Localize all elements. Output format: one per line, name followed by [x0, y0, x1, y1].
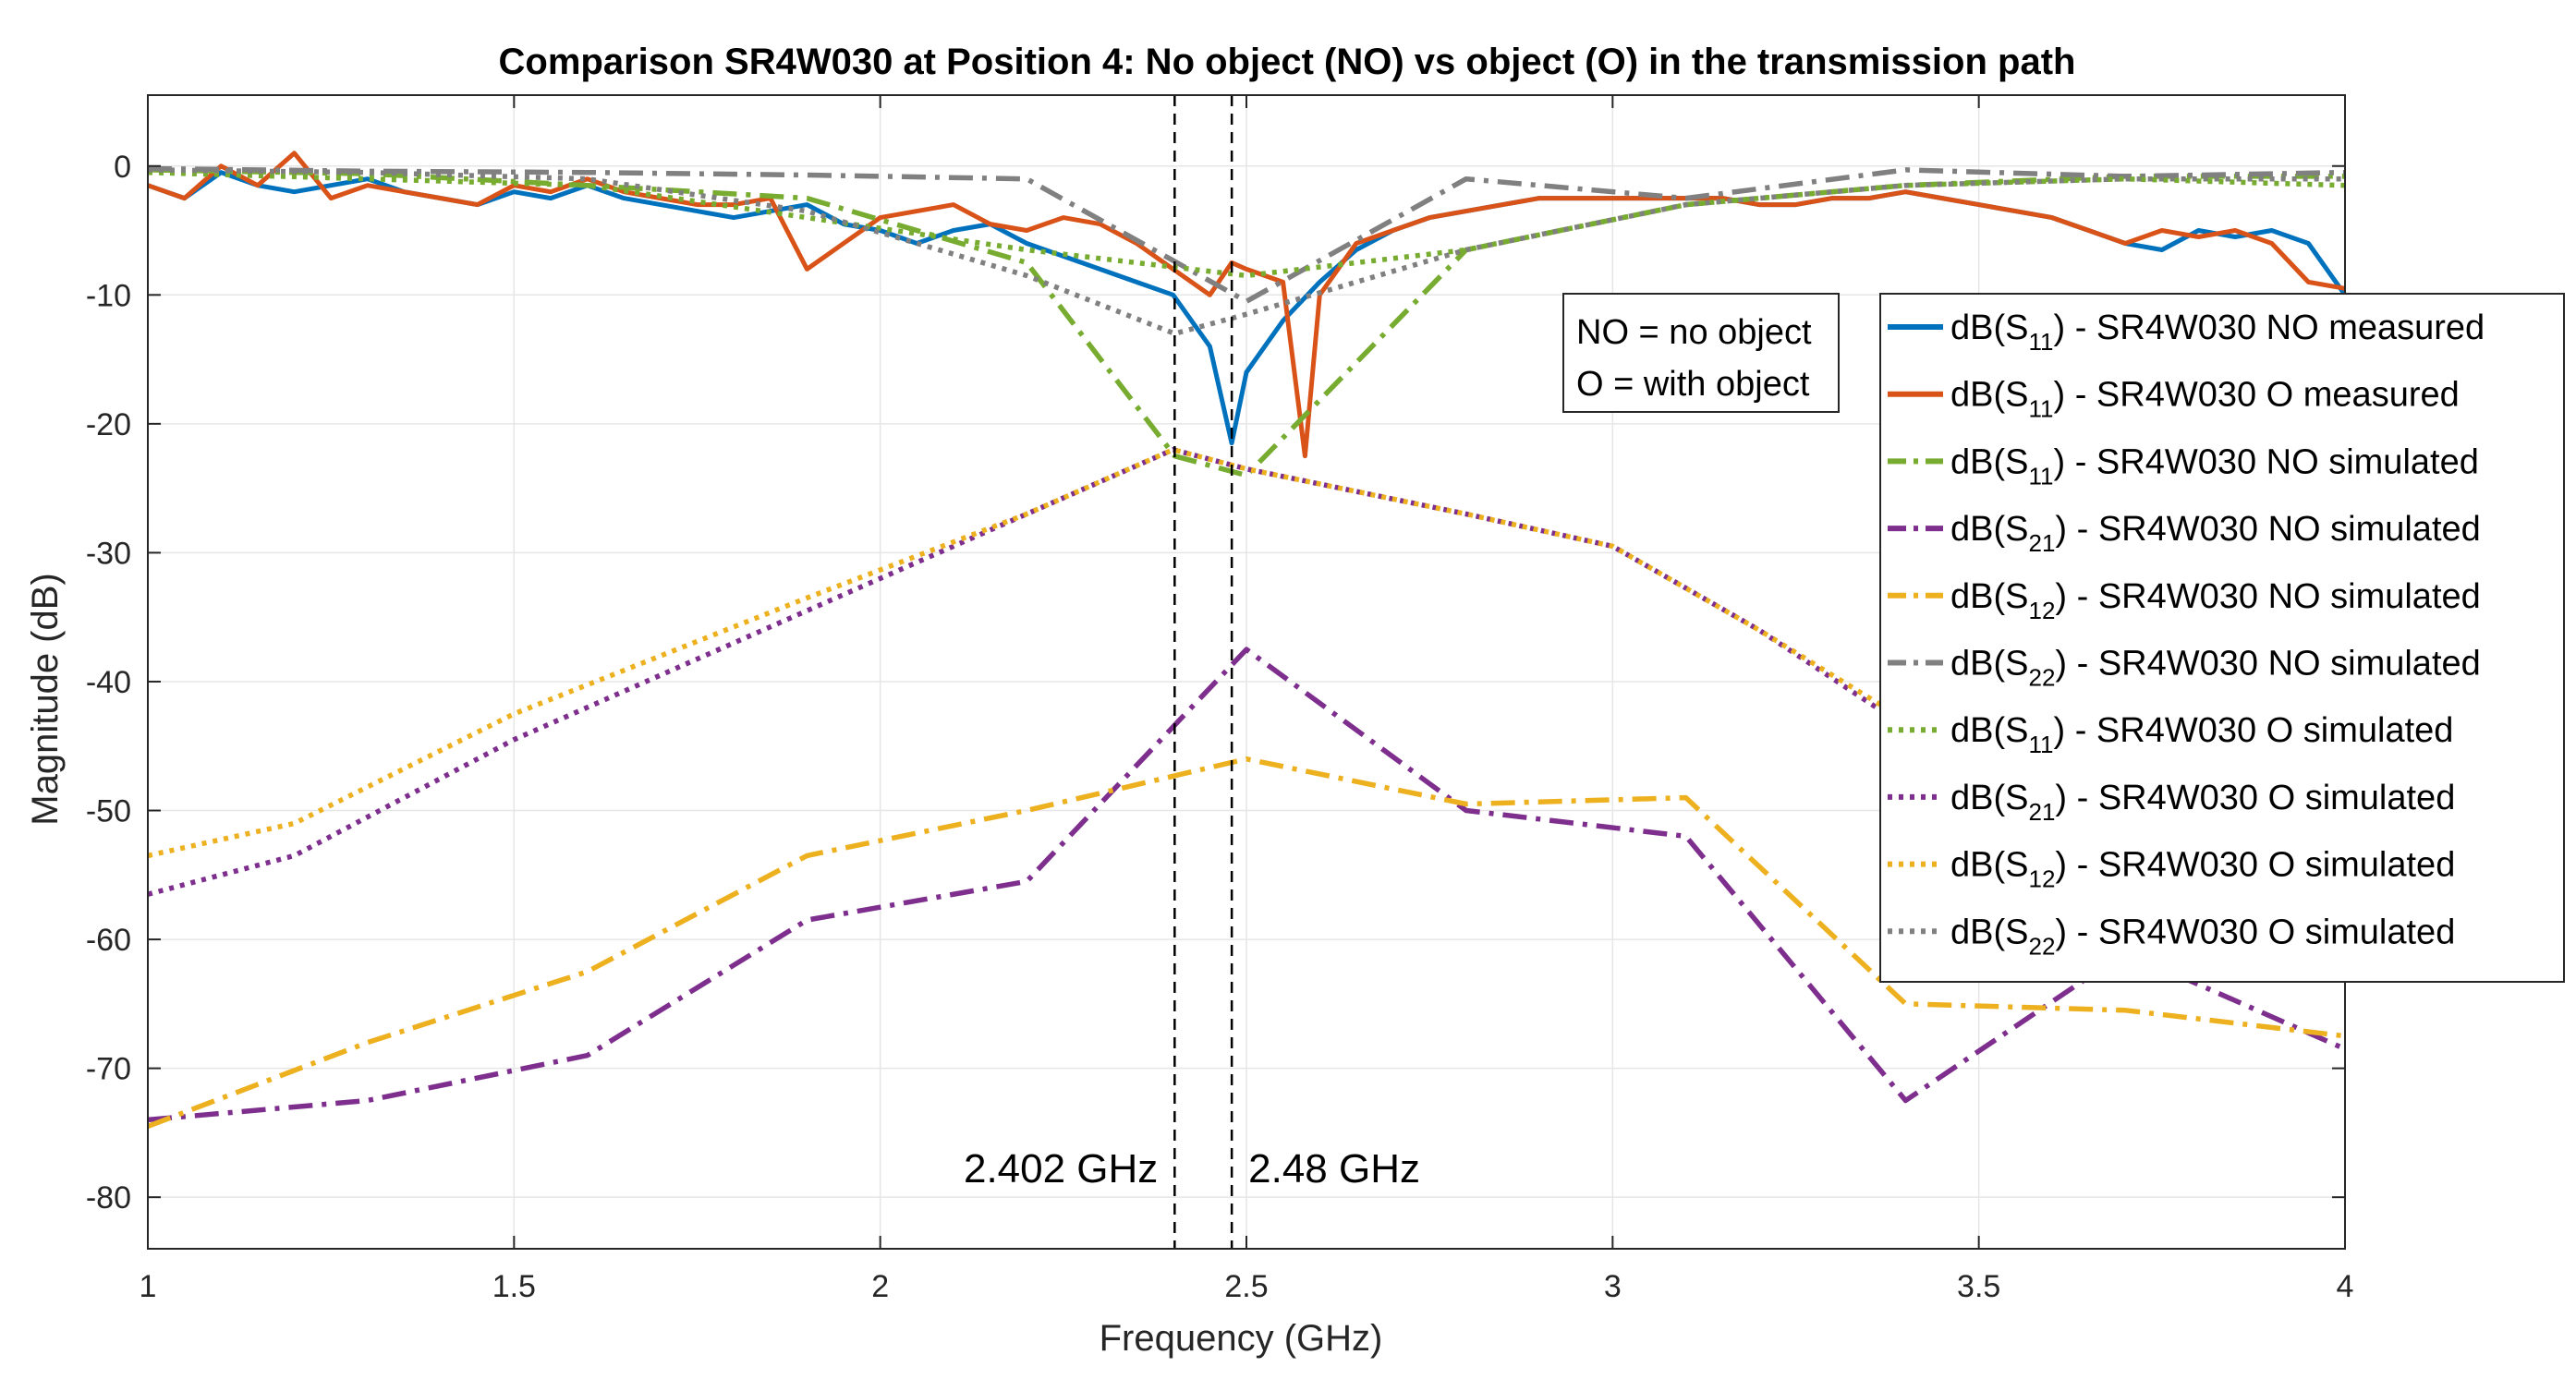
series-line-5 — [147, 756, 2346, 1129]
x-tick-label: 3.5 — [1957, 1269, 2000, 1304]
y-tick-label: -60 — [86, 923, 131, 958]
series-line-7 — [147, 169, 2346, 279]
legend-entry-3: dB(S11) - SR4W030 NO simulated — [1950, 442, 2479, 490]
series-line-8 — [147, 447, 1907, 897]
series-line-4 — [147, 647, 2347, 1123]
legend-entry-6: dB(S22) - SR4W030 NO simulated — [1950, 645, 2481, 692]
legend-entry-7: dB(S11) - SR4W030 O simulated — [1950, 711, 2453, 758]
series-line-2 — [147, 151, 2346, 459]
y-tick-label: -70 — [86, 1052, 131, 1087]
y-tick-label: -10 — [86, 278, 131, 313]
y-axis-label: Magnitude (dB) — [25, 573, 66, 825]
x-tick-label: 1.5 — [492, 1269, 536, 1304]
plot-area: 2.402 GHz 2.48 GHz 1 1.5 2 2.5 3 3.5 4 0 -10 -20 -30… — [86, 94, 2565, 1304]
y-tick-label: -80 — [86, 1180, 131, 1216]
x-tick-label: 1 — [140, 1269, 157, 1304]
series-line-10 — [147, 167, 2345, 336]
vline-label-1: 2.402 GHz — [964, 1146, 1158, 1191]
legend-entry-5: dB(S12) - SR4W030 NO simulated — [1950, 577, 2481, 624]
annotation-line-2: O = with object — [1576, 365, 1810, 404]
x-axis-label: Frequency (GHz) — [1100, 1318, 1383, 1359]
legend-entry-1: dB(S11) - SR4W030 NO measured — [1950, 308, 2485, 356]
series-line-6 — [147, 165, 2346, 305]
chart-title: Comparison SR4W030 at Position 4: No obj… — [499, 42, 2076, 82]
y-tick-label: -50 — [86, 794, 131, 829]
series-group — [147, 151, 2348, 1129]
annotation-frame — [1562, 293, 1840, 413]
vline-label-2: 2.48 GHz — [1248, 1146, 1420, 1191]
x-tick-label: 2.5 — [1224, 1269, 1268, 1304]
annotation-line-1: NO = no object — [1576, 313, 1812, 352]
annotation-box: NO = no object O = with object — [1562, 293, 1840, 413]
legend-frame — [1879, 293, 2565, 983]
y-tick-label: -30 — [86, 536, 131, 571]
x-tick-label: 3 — [1604, 1269, 1622, 1304]
y-tick-label: 0 — [114, 150, 131, 185]
legend-entry-8: dB(S21) - SR4W030 O simulated — [1950, 779, 2455, 826]
legend-entry-9: dB(S12) - SR4W030 O simulated — [1950, 846, 2455, 893]
legend-entry-10: dB(S22) - SR4W030 O simulated — [1950, 913, 2455, 960]
x-tick-label: 2 — [871, 1269, 889, 1304]
y-tick-label: -20 — [86, 407, 131, 442]
legend-entry-4: dB(S21) - SR4W030 NO simulated — [1950, 510, 2481, 557]
legend: dB(S11) - SR4W030 NO measured dB(S11) - S… — [1879, 293, 2565, 983]
x-tick-label: 4 — [2337, 1269, 2354, 1304]
y-tick-label: -40 — [86, 665, 131, 700]
legend-entry-2: dB(S11) - SR4W030 O measured — [1950, 376, 2460, 423]
series-line-9 — [147, 447, 1907, 859]
